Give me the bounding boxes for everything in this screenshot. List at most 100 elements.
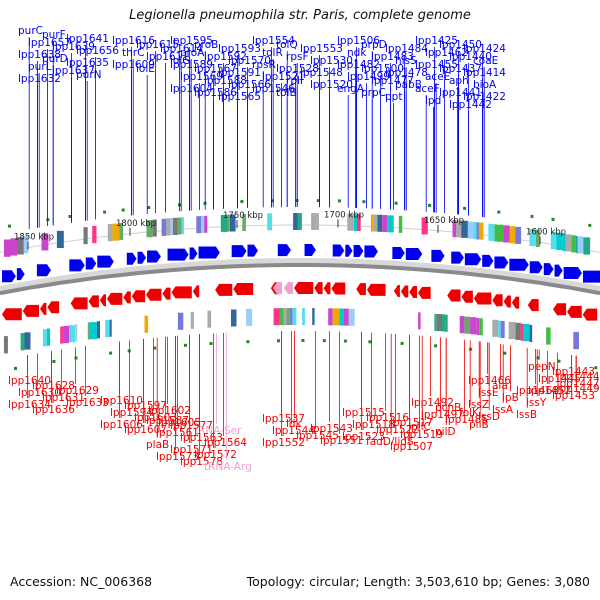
forward-gene-arrow	[97, 255, 114, 268]
forward-feature-block	[227, 214, 230, 232]
forward-feature-block	[297, 213, 302, 230]
forward-gene-label: coaE	[473, 55, 498, 67]
reverse-feature-block	[63, 325, 69, 344]
forward-feature-block	[565, 234, 572, 252]
forward-feature-block	[452, 220, 456, 238]
reverse-gene-label: pepN	[528, 361, 556, 373]
reverse-gene-label: lpp1587	[146, 415, 189, 427]
reverse-gene-label: lpp1485	[445, 414, 488, 426]
forward-gene-label: lpp1520	[310, 79, 353, 91]
reverse-feature-block	[105, 320, 110, 338]
forward-gene-label: lpp1589	[170, 59, 213, 71]
forward-gene-arrow	[482, 254, 494, 267]
reverse-gene-label: lpp1552	[262, 437, 305, 449]
forward-feature-block	[181, 217, 184, 235]
forward-gene-arrow	[231, 245, 247, 258]
reverse-feature-block	[273, 308, 280, 326]
reverse-gene-label: lpp1561	[156, 427, 199, 439]
marker-dot	[301, 339, 305, 342]
forward-feature-block	[370, 214, 374, 232]
marker-dot	[400, 341, 404, 345]
reverse-gene-label: tRNA-Ser	[194, 425, 242, 437]
reverse-feature-block	[332, 308, 340, 326]
reverse-gene-label: lssB	[516, 409, 537, 421]
reverse-feature-block	[283, 308, 287, 326]
forward-gene-label: lpp1521	[262, 71, 305, 83]
backbone-shadow	[0, 258, 600, 292]
forward-gene-label: lpp1440	[449, 51, 492, 63]
forward-gene-label: lpp1615	[136, 39, 179, 51]
forward-gene-label: aceF	[415, 83, 440, 95]
forward-feature-block	[107, 224, 113, 242]
forward-gene-label: lpp1414	[463, 67, 506, 79]
reverse-feature-block	[470, 317, 477, 335]
reverse-gene-arrow	[171, 286, 192, 299]
reverse-gene-label: lpp1573	[156, 451, 199, 463]
forward-feature-block	[220, 214, 228, 232]
forward-gene-label: lpp1656	[76, 45, 119, 57]
forward-feature-block	[476, 222, 479, 240]
forward-feature-block	[556, 232, 563, 250]
reverse-gene-arrow	[409, 286, 418, 299]
reverse-gene-arrow	[527, 299, 539, 312]
forward-gene-arrow	[392, 246, 405, 259]
reverse-gene-arrow	[99, 294, 106, 307]
trna-arrow	[284, 282, 293, 295]
reverse-gene-arrow	[293, 282, 314, 295]
figure-title: Legionella pneumophila str. Paris, compl…	[129, 8, 471, 23]
forward-gene-label: lpp1566	[228, 79, 271, 91]
forward-feature-block	[583, 237, 591, 255]
reverse-gene-arrow	[131, 290, 146, 303]
forward-feature-block	[170, 218, 173, 236]
reverse-gene-label: lpp1515	[342, 407, 385, 419]
forward-gene-label: lpp1484	[385, 43, 428, 55]
forward-gene-arrow	[304, 244, 316, 257]
reverse-gene-arrow	[511, 296, 520, 309]
reverse-gene-label: lpp1563	[180, 432, 223, 444]
reverse-gene-arrow	[314, 282, 323, 295]
reverse-gene-label: lpp1605	[158, 417, 201, 429]
forward-gene-arrow	[247, 244, 258, 257]
forward-gene-arrow	[126, 252, 137, 265]
reverse-feature-block	[302, 308, 305, 325]
marker-dot	[246, 340, 250, 344]
forward-gene-label: lpp1425	[415, 35, 458, 47]
reverse-gene-arrow	[162, 287, 171, 300]
reverse-gene-arrow	[356, 283, 366, 296]
reverse-gene-label: lpp1564	[204, 437, 247, 449]
forward-gene-arrow	[353, 245, 364, 258]
reverse-gene-arrow	[146, 288, 162, 301]
forward-gene-label: tolB	[276, 87, 297, 99]
forward-gene-label: lpp1588	[204, 75, 247, 87]
forward-gene-label: lpp1657	[28, 37, 71, 49]
reverse-feature-block	[515, 322, 521, 340]
reverse-gene-label: lpp1597	[124, 400, 167, 412]
reverse-feature-block	[312, 308, 315, 325]
reverse-feature-block	[498, 320, 501, 338]
reverse-gene-label: pilC	[411, 421, 431, 433]
forward-feature-block	[119, 222, 124, 240]
forward-feature-block	[177, 217, 182, 235]
forward-gene-label: lpp1477	[371, 75, 414, 87]
marker-dot	[434, 344, 438, 348]
forward-gene-arrow	[364, 245, 378, 258]
forward-feature-block	[456, 220, 462, 238]
forward-gene-arrow	[563, 266, 582, 279]
reverse-gene-label: lpp1518	[352, 419, 395, 431]
reverse-gene-label: lpp1516	[366, 412, 409, 424]
forward-gene-label: lpp1554	[252, 35, 295, 47]
forward-feature-block	[461, 220, 468, 238]
reverse-gene-arrow	[492, 294, 503, 307]
forward-gene-label: lpp1506	[337, 35, 380, 47]
reverse-feature-block	[75, 324, 78, 342]
forward-gene-arrow	[189, 247, 198, 260]
reverse-gene-label: lpp1594	[110, 407, 153, 419]
forward-gene-label: bioA	[473, 79, 497, 91]
trna-arrow	[273, 282, 282, 295]
marker-dot	[209, 342, 213, 345]
forward-gene-label: lpp1455	[415, 59, 458, 71]
forward-feature-block	[172, 217, 178, 235]
reverse-feature-block	[46, 328, 50, 346]
reverse-gene-arrow	[323, 282, 331, 295]
